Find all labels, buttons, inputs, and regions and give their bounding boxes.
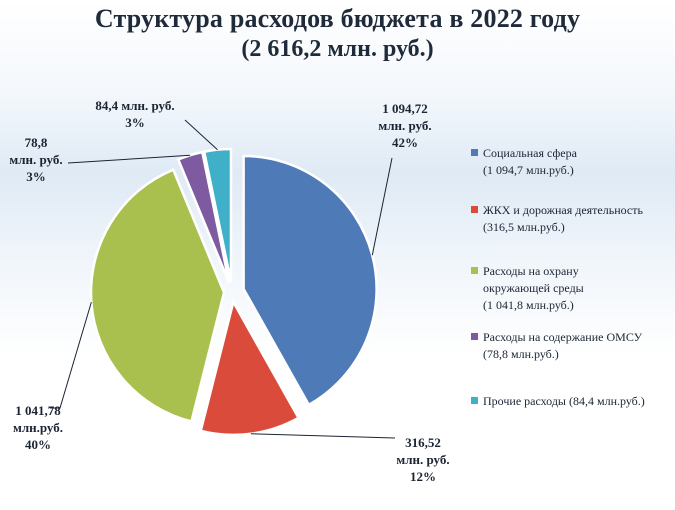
legend-label: Расходы на охрану окружающей среды (1 041,… — [483, 264, 584, 312]
data-label-4: 78,8 млн. руб. 3% — [9, 135, 62, 184]
leader-lines — [50, 119, 396, 439]
leader-line-4 — [67, 154, 191, 164]
data-labels: 1 094,72 млн. руб. 42% 316,52 млн. руб. 12% 1 … — [9, 98, 449, 484]
pie-slice-4 — [176, 150, 231, 283]
pie-slice-3 — [89, 168, 226, 424]
legend-swatch — [471, 206, 478, 213]
pie-slices — [89, 147, 378, 437]
data-label-2: 316,52 млн. руб. 12% — [396, 435, 449, 484]
chart-subtitle: (2 616,2 млн. руб.) — [241, 36, 434, 62]
data-label-1: 1 094,72 млн. руб. 42% — [378, 101, 431, 150]
legend-swatch — [471, 397, 478, 404]
legend-swatch — [471, 267, 478, 274]
legend-swatch — [471, 149, 478, 156]
leader-line-5 — [184, 119, 218, 151]
legend-swatch — [471, 333, 478, 340]
pie-slice-1 — [242, 154, 378, 407]
legend-label: ЖКХ и дорожная деятельность (316,5 млн.ру… — [483, 203, 643, 234]
data-label-5: 84,4 млн. руб. 3% — [95, 98, 174, 130]
leader-line-1 — [371, 157, 393, 256]
leader-line-2 — [250, 433, 396, 439]
pie-slice-2 — [199, 298, 301, 437]
data-label-3: 1 041,78 млн.руб. 40% — [13, 403, 63, 452]
legend-label: Прочие расходы (84,4 млн.руб.) — [483, 394, 645, 408]
legend-label: Социальная сфера (1 094,7 млн.руб.) — [483, 146, 577, 177]
leader-line-3 — [50, 302, 92, 409]
legend-label: Расходы на содержание ОМСУ (78,8 млн.руб.… — [483, 330, 643, 361]
chart-title: Структура расходов бюджета в 2022 году — [94, 4, 581, 33]
